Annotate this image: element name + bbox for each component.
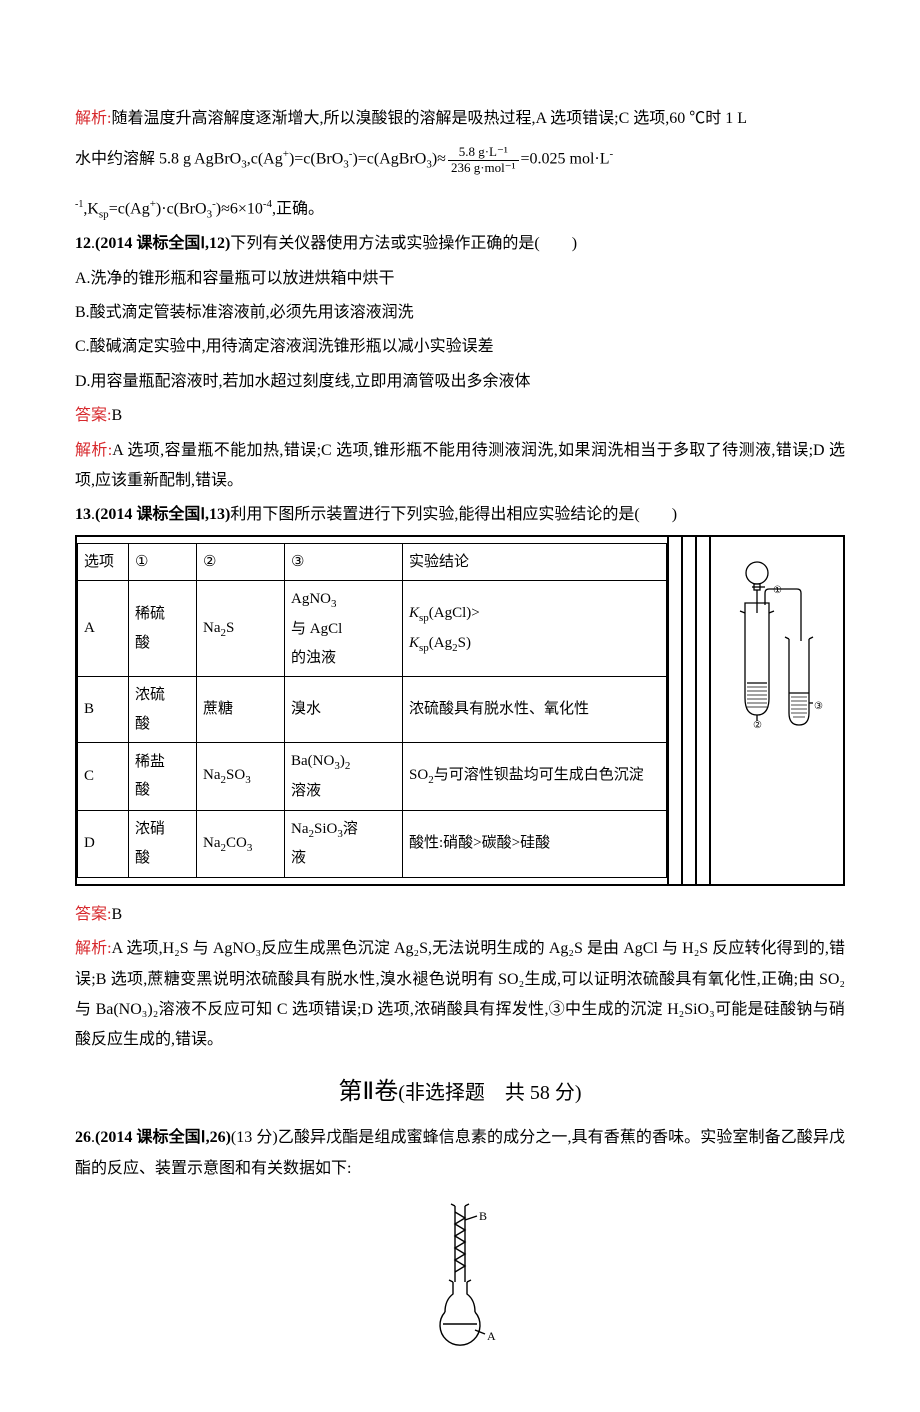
q13-jiexi: 解析:A 选项,H₂S 与 AgNO₃反应生成黑色沉淀 Ag₂S,无法说明生成的…: [75, 934, 845, 1056]
cell: 浓硫酸: [129, 677, 197, 743]
t: =0.025 mol·L: [521, 151, 610, 168]
q26-stem: 26.(2014 课标全国Ⅰ,26)(13 分)乙酸异戊酯是组成蜜蜂信息素的成分…: [75, 1123, 845, 1184]
q12-opt-d: D.用容量瓶配溶液时,若加水超过刻度线,立即用滴管吸出多余液体: [75, 367, 845, 397]
t: 水中约溶解 5.8 g AgBrO: [75, 151, 241, 168]
cell: 稀硫酸: [129, 581, 197, 677]
answer-value: B: [111, 407, 122, 424]
q-number: 12: [75, 235, 91, 252]
section-sub: (非选择题 共 58 分): [398, 1082, 581, 1104]
t: =c(Ag: [109, 200, 150, 217]
cell: AgNO3与 AgCl的浊液: [285, 581, 403, 677]
q-number: 26: [75, 1129, 91, 1146]
section-2-title: 第Ⅱ卷(非选择题 共 58 分): [75, 1070, 845, 1116]
answer-value: B: [111, 906, 122, 923]
q-text: 利用下图所示装置进行下列实验,能得出相应实验结论的是( ): [230, 506, 677, 523]
q-source: (2014 课标全国Ⅰ,26): [95, 1129, 231, 1146]
svg-text:B: B: [479, 1209, 487, 1223]
jiexi-label: 解析:: [75, 442, 112, 459]
q-source: (2014 课标全国Ⅰ,12): [95, 235, 230, 252]
q-text: 下列有关仪器使用方法或实验操作正确的是( ): [230, 235, 577, 252]
hdr-opt: 选项: [78, 543, 129, 581]
q11-jiexi-p2: 水中约溶解 5.8 g AgBrO3,c(Ag+)=c(BrO3-)=c(AgB…: [75, 144, 845, 175]
t: ,K: [83, 200, 99, 217]
cell: Na2CO3: [197, 810, 285, 877]
t: )≈6×10: [216, 200, 263, 217]
cell: 稀盐酸: [129, 743, 197, 810]
q12-stem: 12.(2014 课标全国Ⅰ,12)下列有关仪器使用方法或实验操作正确的是( ): [75, 229, 845, 259]
q11-jiexi-p1: 解析:随着温度升高溶解度逐渐增大,所以溴酸银的溶解是吸热过程,A 选项错误;C …: [75, 104, 845, 134]
jiexi-label: 解析:: [75, 940, 112, 957]
answer-label: 答案:: [75, 906, 111, 923]
sub: sp: [99, 208, 109, 220]
cell: 浓硝酸: [129, 810, 197, 877]
hdr-conclusion: 实验结论: [403, 543, 667, 581]
cell: Na2SiO3溶液: [285, 810, 403, 877]
svg-text:③: ③: [814, 701, 823, 712]
q12-answer: 答案:B: [75, 401, 845, 431]
numerator: 5.8 g·L⁻¹: [448, 145, 519, 160]
cell: 酸性:硝酸>碳酸>硅酸: [403, 810, 667, 877]
distillation-apparatus-icon: B A: [395, 1190, 525, 1360]
q13-inner-table: 选项 ① ② ③ 实验结论 A 稀硫酸 Na2S AgNO3与 AgCl的浊液 …: [77, 543, 667, 878]
cell: Ksp(AgCl)>Ksp(Ag2S): [403, 581, 667, 677]
fraction: 5.8 g·L⁻¹236 g·mol⁻¹: [448, 145, 519, 175]
jiexi-text-1: 随着温度升高溶解度逐渐增大,所以溴酸银的溶解是吸热过程,A 选项错误;C 选项,…: [111, 110, 747, 127]
answer-label: 答案:: [75, 407, 111, 424]
q12-opt-a: A.洗净的锥形瓶和容量瓶可以放进烘箱中烘干: [75, 264, 845, 294]
svg-text:A: A: [487, 1329, 496, 1343]
jiexi-label: 解析:: [75, 110, 111, 127]
svg-text:②: ②: [753, 720, 762, 731]
table-header-row: 选项 ① ② ③ 实验结论: [78, 543, 667, 581]
jiexi-text: A 选项,H₂S 与 AgNO₃反应生成黑色沉淀 Ag₂S,无法说明生成的 Ag…: [75, 940, 845, 1048]
svg-text:①: ①: [773, 585, 782, 596]
cell: Ba(NO3)2溶液: [285, 743, 403, 810]
t: )=c(BrO: [289, 151, 343, 168]
table-row: D 浓硝酸 Na2CO3 Na2SiO3溶液 酸性:硝酸>碳酸>硅酸: [78, 810, 667, 877]
cell: C: [78, 743, 129, 810]
t: )·c(BrO: [156, 200, 207, 217]
q13-answer: 答案:B: [75, 900, 845, 930]
t: )=c(AgBrO: [352, 151, 426, 168]
q12-jiexi: 解析:A 选项,容量瓶不能加热,错误;C 选项,锥形瓶不能用待测液润洗,如果润洗…: [75, 436, 845, 497]
sub: 3: [207, 208, 213, 220]
cell: 浓硫酸具有脱水性、氧化性: [403, 677, 667, 743]
q12-opt-b: B.酸式滴定管装标准溶液前,必须先用该溶液润洗: [75, 298, 845, 328]
q-source: (2014 课标全国Ⅰ,13): [95, 506, 230, 523]
sup: -4: [263, 198, 272, 210]
cell: B: [78, 677, 129, 743]
cell: Na2SO3: [197, 743, 285, 810]
hdr-1: ①: [129, 543, 197, 581]
cell: 溴水: [285, 677, 403, 743]
q-number: 13: [75, 506, 91, 523]
cell: D: [78, 810, 129, 877]
jiexi-text: A 选项,容量瓶不能加热,错误;C 选项,锥形瓶不能用待测液润洗,如果润洗相当于…: [75, 442, 845, 489]
t: ,正确。: [272, 200, 324, 217]
q11-jiexi-p3: -1,Ksp=c(Ag+)·c(BrO3-)≈6×10-4,正确。: [75, 194, 845, 225]
cell: SO2与可溶性钡盐均可生成白色沉淀: [403, 743, 667, 810]
table-row: A 稀硫酸 Na2S AgNO3与 AgCl的浊液 Ksp(AgCl)>Ksp(…: [78, 581, 667, 677]
q-marks: (13 分): [231, 1129, 278, 1146]
cell: 蔗糖: [197, 677, 285, 743]
t: )≈: [432, 151, 446, 168]
q13-outer-table: 选项 ① ② ③ 实验结论 A 稀硫酸 Na2S AgNO3与 AgCl的浊液 …: [75, 535, 845, 886]
q13-stem: 13.(2014 课标全国Ⅰ,13)利用下图所示装置进行下列实验,能得出相应实验…: [75, 500, 845, 530]
hdr-3: ③: [285, 543, 403, 581]
hdr-2: ②: [197, 543, 285, 581]
table-row: C 稀盐酸 Na2SO3 Ba(NO3)2溶液 SO2与可溶性钡盐均可生成白色沉…: [78, 743, 667, 810]
table-row: B 浓硫酸 蔗糖 溴水 浓硫酸具有脱水性、氧化性: [78, 677, 667, 743]
denominator: 236 g·mol⁻¹: [448, 161, 519, 175]
q12-opt-c: C.酸碱滴定实验中,用待滴定溶液润洗锥形瓶以减小实验误差: [75, 332, 845, 362]
cell: A: [78, 581, 129, 677]
t: ,c(Ag: [247, 151, 283, 168]
sub: 3: [343, 159, 349, 171]
section-main: 第Ⅱ卷: [338, 1079, 398, 1105]
cell: Na2S: [197, 581, 285, 677]
sup: -: [610, 148, 614, 160]
apparatus-diagram-icon: ① ② ③: [725, 543, 830, 738]
